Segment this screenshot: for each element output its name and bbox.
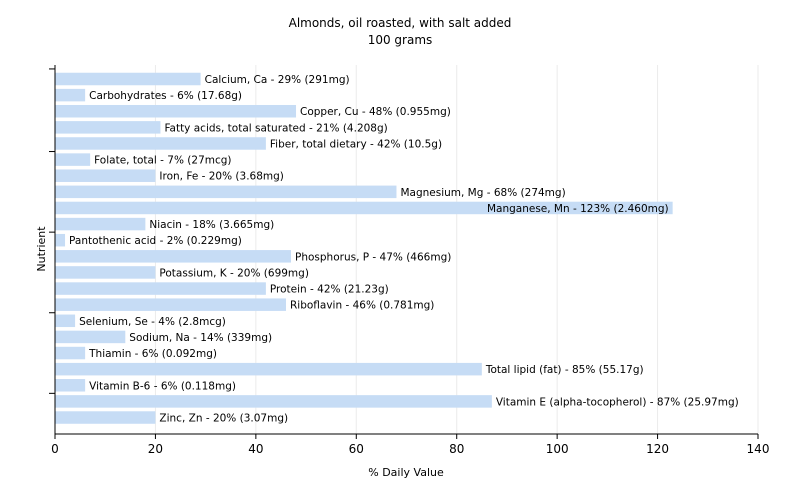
chart-subtitle: 100 grams	[368, 33, 433, 47]
bar	[55, 330, 126, 344]
bar	[55, 266, 156, 279]
bar-label: Manganese, Mn - 123% (2.460mg)	[487, 203, 669, 215]
bar-label: Selenium, Se - 4% (2.8mcg)	[79, 316, 226, 328]
gridlines	[154, 65, 759, 434]
bar	[55, 411, 156, 424]
bar	[55, 104, 297, 118]
bar	[55, 346, 86, 360]
bar-label: Riboflavin - 46% (0.781mg)	[290, 300, 434, 312]
bar-label: Niacin - 18% (3.665mg)	[149, 219, 274, 231]
bar	[55, 137, 266, 150]
x-tick-label: 20	[148, 442, 163, 456]
bar-label: Pantothenic acid - 2% (0.229mg)	[69, 235, 242, 247]
bar	[55, 298, 286, 311]
x-tick-label: 60	[349, 442, 364, 456]
x-tick-label: 140	[747, 442, 770, 456]
bar-label: Calcium, Ca - 29% (291mg)	[205, 74, 350, 86]
bars: Calcium, Ca - 29% (291mg) Carbohydrates -…	[55, 72, 739, 425]
x-tick-label: 80	[449, 442, 464, 456]
bar	[55, 233, 66, 247]
bar-label: Fatty acids, total saturated - 21% (4.20…	[164, 122, 387, 134]
bar	[55, 395, 492, 408]
bar-label: Total lipid (fat) - 85% (55.17g)	[485, 364, 644, 376]
bar-label: Vitamin B-6 - 6% (0.118mg)	[89, 380, 236, 392]
bar-label: Potassium, K - 20% (699mg)	[159, 267, 309, 279]
bar-label: Copper, Cu - 48% (0.955mg)	[300, 106, 451, 118]
bar	[55, 201, 673, 215]
bar-label: Sodium, Na - 14% (339mg)	[129, 332, 272, 344]
bar	[55, 88, 86, 102]
bar-label: Vitamin E (alpha-tocopherol) - 87% (25.9…	[496, 396, 739, 408]
y-axis-label: Nutrient	[35, 226, 48, 272]
x-tick-label: 100	[546, 442, 569, 456]
bar-label: Carbohydrates - 6% (17.68g)	[89, 90, 242, 102]
bar	[55, 250, 292, 263]
bar-label: Zinc, Zn - 20% (3.07mg)	[159, 413, 288, 425]
bar	[55, 72, 201, 86]
bar	[55, 282, 266, 295]
bar-label: Thiamin - 6% (0.092mg)	[88, 348, 217, 360]
x-tick-label: 0	[51, 442, 59, 456]
bar-label: Protein - 42% (21.23g)	[270, 284, 389, 296]
axes: 0 20 40 60 80 100 120 140	[49, 65, 769, 456]
bar	[55, 121, 161, 134]
bar-label: Magnesium, Mg - 68% (274mg)	[400, 187, 565, 199]
bar	[55, 185, 397, 199]
x-axis-label: % Daily Value	[368, 466, 444, 479]
bar	[55, 153, 91, 166]
x-tick-label: 40	[248, 442, 263, 456]
bar-label: Fiber, total dietary - 42% (10.5g)	[270, 138, 442, 150]
bar	[55, 379, 86, 392]
chart-title: Almonds, oil roasted, with salt added	[289, 16, 512, 30]
bar-label: Phosphorus, P - 47% (466mg)	[295, 251, 451, 263]
bar	[55, 314, 76, 328]
bar	[55, 169, 156, 182]
x-tick-label: 120	[646, 442, 669, 456]
bar	[55, 362, 482, 376]
bar-label: Iron, Fe - 20% (3.68mg)	[159, 171, 283, 183]
bar	[55, 217, 146, 231]
bar-label: Folate, total - 7% (27mcg)	[94, 155, 231, 167]
